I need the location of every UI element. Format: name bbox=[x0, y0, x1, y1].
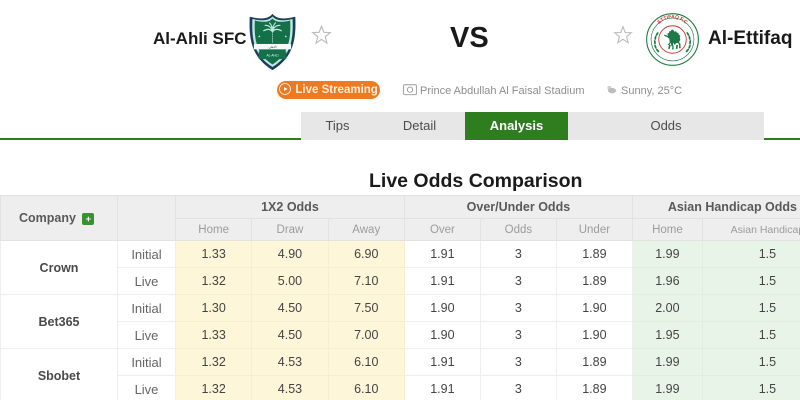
svg-text:AL-AHLI: AL-AHLI bbox=[267, 54, 279, 58]
svg-text:★: ★ bbox=[284, 35, 287, 39]
svg-text:الاهلي: الاهلي bbox=[268, 45, 276, 49]
svg-text:★: ★ bbox=[258, 35, 261, 39]
